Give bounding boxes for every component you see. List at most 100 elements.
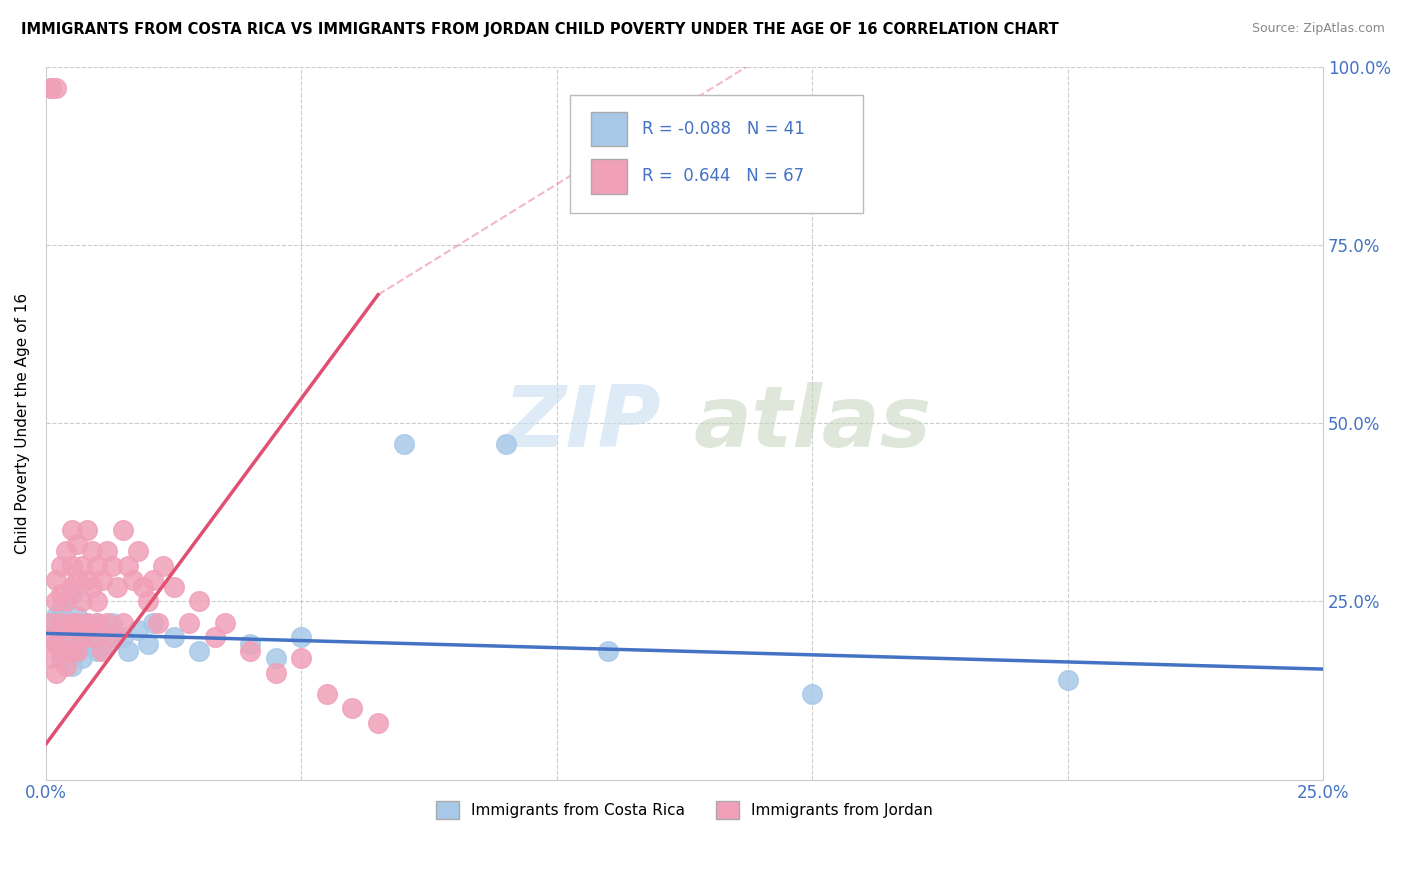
Point [76,637,98,651]
Point [80,630,103,644]
Point [86,644,108,658]
Point [117,558,139,573]
Point [51,615,73,630]
Point [51,601,73,615]
Point [55,594,77,608]
Point [39,651,62,665]
Point [127,623,149,637]
Point [290,651,312,665]
Point [121,573,143,587]
Point [65,537,87,551]
Point [96,615,118,630]
Point [76,523,98,537]
Point [111,630,134,644]
Point [55,630,77,644]
Text: IMMIGRANTS FROM COSTA RICA VS IMMIGRANTS FROM JORDAN CHILD POVERTY UNDER THE AGE: IMMIGRANTS FROM COSTA RICA VS IMMIGRANTS… [21,22,1059,37]
Point [342,701,364,715]
Point [801,687,824,701]
Point [60,523,83,537]
Point [117,644,139,658]
Point [76,615,98,630]
Point [76,573,98,587]
Point [214,615,236,630]
Point [70,623,93,637]
Point [60,580,83,594]
Point [55,623,77,637]
Point [55,544,77,558]
Point [127,544,149,558]
Point [45,594,67,608]
Point [45,81,67,95]
Point [91,623,114,637]
Point [80,544,103,558]
Point [142,615,165,630]
Point [101,630,124,644]
Point [91,644,114,658]
Point [39,630,62,644]
Point [70,651,93,665]
Point [188,594,211,608]
Point [264,665,287,680]
Point [86,594,108,608]
Point [60,587,83,601]
Point [65,615,87,630]
Point [39,615,62,630]
Point [55,644,77,658]
Point [76,615,98,630]
FancyBboxPatch shape [569,95,863,213]
Point [596,644,619,658]
Point [51,558,73,573]
Point [60,615,83,630]
Text: Source: ZipAtlas.com: Source: ZipAtlas.com [1251,22,1385,36]
Point [264,651,287,665]
Point [65,644,87,658]
Point [51,587,73,601]
Point [188,644,211,658]
Point [142,573,165,587]
Point [96,544,118,558]
Point [96,637,118,651]
Point [60,615,83,630]
Point [80,580,103,594]
Y-axis label: Child Poverty Under the Age of 16: Child Poverty Under the Age of 16 [15,293,30,554]
Point [55,594,77,608]
Point [65,573,87,587]
Point [60,558,83,573]
Point [51,630,73,644]
Point [367,715,389,730]
Point [177,615,200,630]
Bar [592,112,627,146]
Point [86,615,108,630]
Point [55,658,77,673]
Point [107,580,129,594]
Point [111,523,134,537]
Point [136,637,159,651]
Text: ZIP: ZIP [503,382,661,465]
Point [239,637,262,651]
Point [392,437,415,451]
Point [495,437,517,451]
Point [163,580,186,594]
Point [1056,673,1078,687]
Point [239,644,262,658]
Point [45,608,67,623]
Point [45,665,67,680]
Point [65,608,87,623]
Point [101,615,124,630]
Point [60,644,83,658]
Text: R = -0.088   N = 41: R = -0.088 N = 41 [643,120,806,138]
Point [45,637,67,651]
Point [132,580,155,594]
Point [91,573,114,587]
Point [51,644,73,658]
Point [163,630,186,644]
Point [45,573,67,587]
Point [80,630,103,644]
Point [152,558,174,573]
Point [39,615,62,630]
Point [101,558,124,573]
Point [51,651,73,665]
Point [65,644,87,658]
Point [45,637,67,651]
Bar [592,160,627,194]
